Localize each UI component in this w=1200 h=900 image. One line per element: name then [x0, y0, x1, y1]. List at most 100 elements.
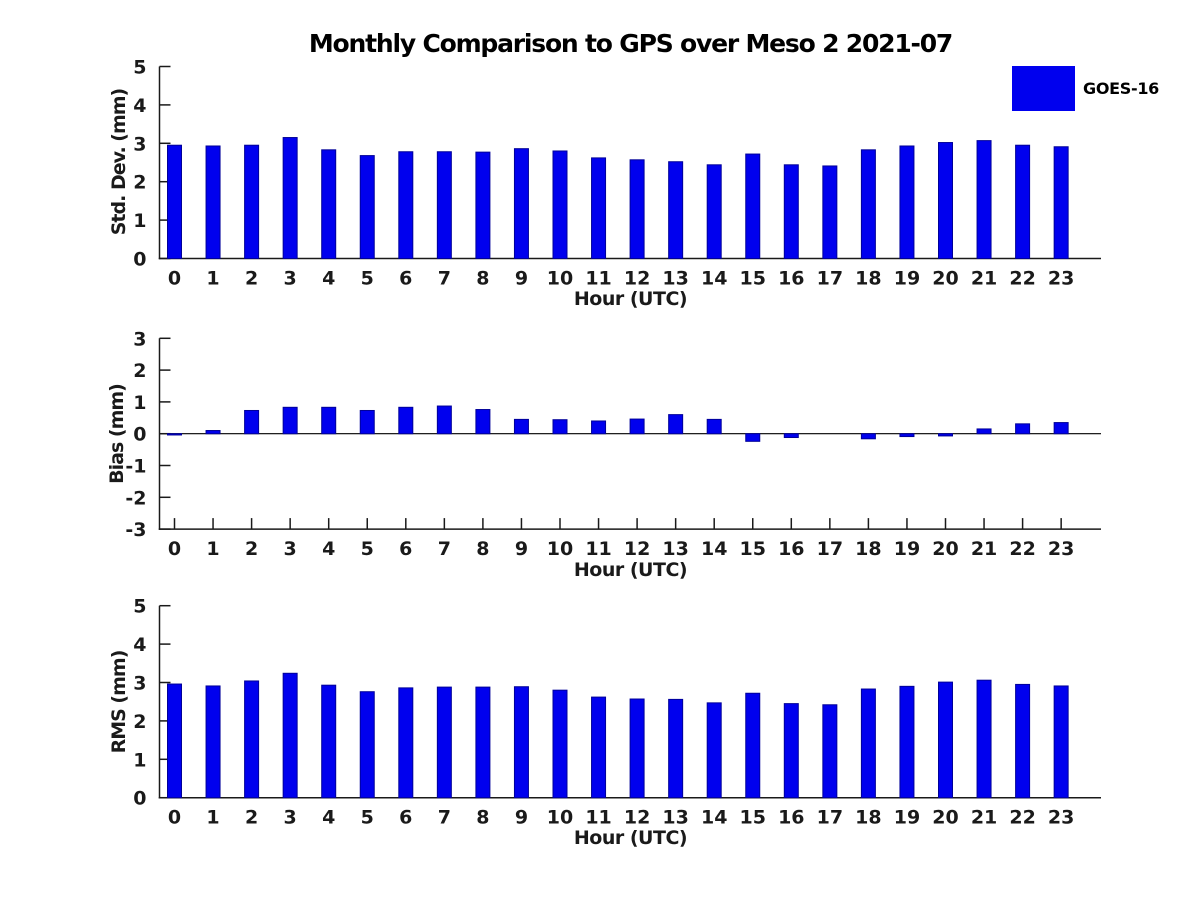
rms-xtick-label: 14: [701, 807, 727, 829]
rms-bar-hour-6: [398, 687, 414, 799]
bias-bar-hour-10: [552, 419, 568, 435]
bias-bar-hour-9: [513, 418, 529, 435]
rms-bar-hour-14: [706, 702, 722, 799]
bias-bar-hour-16: [783, 433, 799, 439]
bias-bar-hour-5: [359, 409, 375, 435]
bias-bar-hour-13: [668, 414, 684, 435]
rms-bar-hour-22: [1015, 683, 1031, 799]
rms-bar-hour-2: [244, 680, 260, 799]
bias-ytick-label: -3: [125, 519, 146, 541]
stddev-bar-hour-14: [706, 164, 722, 259]
stddev-bar-hour-17: [822, 165, 838, 259]
stddev-bar-hour-18: [860, 149, 876, 259]
stddev-bar-hour-8: [475, 151, 491, 259]
bias-bar-hour-23: [1053, 422, 1069, 435]
bias-xtick-label: 4: [322, 538, 335, 560]
stddev-xtick-label: 7: [438, 268, 451, 290]
bias-ytick-label: 1: [133, 392, 146, 414]
bias-bar-hour-15: [745, 433, 761, 442]
rms-xtick-label: 15: [740, 807, 766, 829]
rms-xtick-label: 3: [284, 807, 297, 829]
stddev-ytick-label: 5: [133, 57, 146, 79]
stddev-xtick-label: 9: [515, 268, 528, 290]
xlabel-rms: Hour (UTC): [573, 827, 688, 849]
stddev-xtick-label: 20: [932, 268, 958, 290]
bias-bar-hour-21: [976, 428, 992, 435]
rms-xtick-label: 12: [624, 807, 650, 829]
rms-bar-hour-0: [167, 683, 182, 799]
bias-xtick-label: 8: [476, 538, 489, 560]
stddev-xtick-label: 15: [740, 268, 766, 290]
rms-xtick-label: 22: [1009, 807, 1035, 829]
bias-xtick-label: 11: [585, 538, 611, 560]
rms-ytick-label: 0: [133, 788, 146, 810]
stddev-bar-hour-10: [552, 150, 568, 259]
bias-bar-hour-3: [282, 406, 298, 435]
bias-xtick-label: 10: [547, 538, 573, 560]
rms-xtick-label: 23: [1048, 807, 1074, 829]
rms-bar-hour-16: [783, 703, 799, 799]
bias-bar-hour-14: [706, 418, 722, 435]
stddev-xtick-label: 4: [322, 268, 335, 290]
stddev-xtick-label: 5: [361, 268, 374, 290]
legend: GOES-16: [1012, 66, 1159, 111]
rms-bar-hour-3: [282, 672, 298, 799]
rms-bar-hour-10: [552, 689, 568, 799]
stddev-xtick-label: 23: [1048, 268, 1074, 290]
rms-xtick-label: 13: [662, 807, 688, 829]
bias-xtick-label: 13: [662, 538, 688, 560]
rms-xtick-label: 18: [855, 807, 881, 829]
bias-xtick-label: 19: [894, 538, 920, 560]
rms-bar-hour-23: [1053, 685, 1069, 799]
stddev-bar-hour-5: [359, 155, 375, 259]
chart-title: Monthly Comparison to GPS over Meso 2 20…: [308, 29, 953, 58]
stddev-xtick-label: 13: [662, 268, 688, 290]
stddev-bar-hour-6: [398, 151, 414, 259]
bias-xtick-label: 14: [701, 538, 727, 560]
bias-xtick-label: 12: [624, 538, 650, 560]
bias-ytick-label: 0: [133, 424, 146, 446]
rms-ytick-label: 5: [133, 596, 146, 618]
rms-xtick-label: 8: [476, 807, 489, 829]
stddev-bar-hour-2: [244, 144, 260, 259]
bias-xtick-label: 6: [399, 538, 412, 560]
rms-xtick-label: 16: [778, 807, 804, 829]
stddev-xtick-label: 11: [585, 268, 611, 290]
bias-ytick-label: 3: [133, 328, 146, 350]
rms-bar-hour-11: [591, 696, 607, 799]
rms-ytick-label: 4: [133, 634, 146, 656]
stddev-bar-hour-21: [976, 140, 992, 259]
rms-xtick-label: 11: [585, 807, 611, 829]
stddev-bar-hour-11: [591, 157, 607, 259]
stddev-xtick-label: 1: [206, 268, 219, 290]
bias-bar-hour-11: [591, 420, 607, 435]
bias-bar-hour-6: [398, 406, 414, 435]
stddev-xtick-label: 6: [399, 268, 412, 290]
stddev-ytick-label: 0: [133, 249, 146, 271]
bias-xtick-label: 0: [168, 538, 181, 560]
bias-xtick-label: 5: [361, 538, 374, 560]
legend-label-goes16: GOES-16: [1083, 79, 1159, 98]
stddev-bar-hour-22: [1015, 144, 1031, 259]
rms-bar-hour-13: [668, 698, 684, 799]
rms-ytick-label: 2: [133, 711, 146, 733]
stddev-ytick-label: 2: [133, 172, 146, 194]
bias-xtick-label: 2: [245, 538, 258, 560]
bias-ytick-label: 2: [133, 360, 146, 382]
stddev-bar-hour-13: [668, 161, 684, 259]
bias-ytick-label: -1: [125, 456, 146, 478]
bias-ytick-label: -2: [125, 487, 146, 509]
stddev-bar-hour-12: [629, 159, 645, 259]
bias-xtick-label: 21: [971, 538, 997, 560]
stddev-ytick-label: 4: [133, 95, 146, 117]
stddev-bar-hour-15: [745, 153, 761, 259]
bias-bar-hour-22: [1015, 423, 1031, 435]
bias-xtick-label: 20: [932, 538, 958, 560]
stddev-xtick-label: 10: [547, 268, 573, 290]
rms-bar-hour-18: [860, 688, 876, 799]
rms-bar-hour-17: [822, 704, 838, 799]
